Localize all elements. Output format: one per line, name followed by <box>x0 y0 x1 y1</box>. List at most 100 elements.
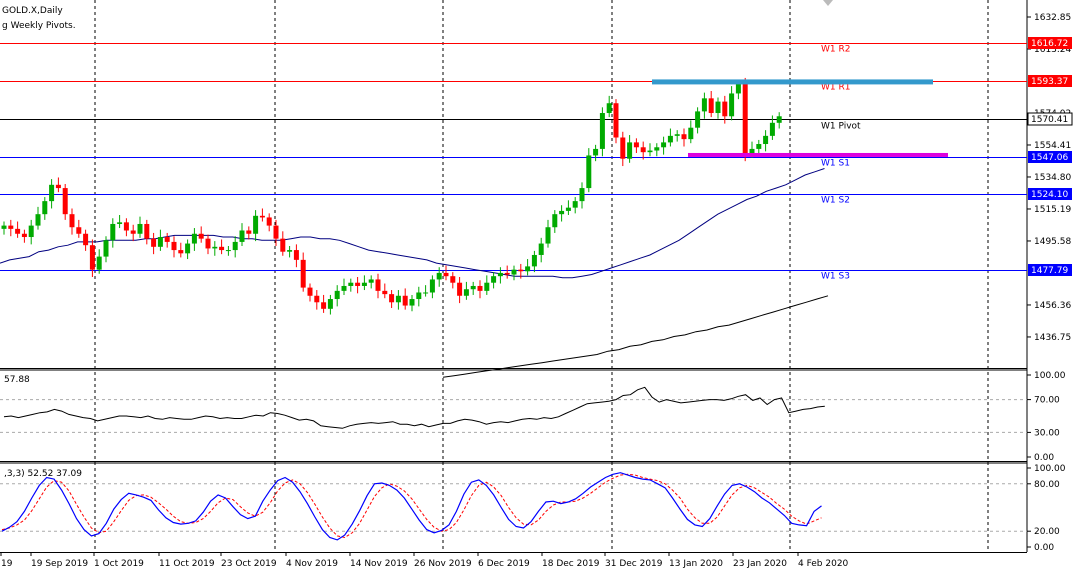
candle-body <box>246 230 252 234</box>
candle-body <box>327 299 333 309</box>
time-tick-label: 23 Oct 2019 <box>221 559 277 569</box>
candle-body <box>355 282 361 286</box>
time-tick-label: 4 Nov 2019 <box>286 559 338 569</box>
candle-body <box>266 217 272 226</box>
price-tick-label: 1495.58 <box>1034 237 1071 247</box>
pivot-name-label: W1 Pivot <box>821 122 861 132</box>
candle-body <box>423 292 429 294</box>
stochastic-tick-label: 80.00 <box>1034 480 1060 490</box>
candle-body <box>307 287 313 296</box>
candle-body <box>361 282 367 286</box>
candle-body <box>613 103 619 138</box>
candle-body <box>382 290 388 295</box>
candle-body <box>688 127 694 140</box>
candle-body <box>15 228 21 234</box>
candle-body <box>151 238 157 247</box>
candle-body <box>491 276 497 283</box>
candle-body <box>348 282 354 286</box>
candle-body <box>239 230 245 242</box>
stochastic-panel: 100.00 80.00 20.00 0.00 <box>0 464 1066 553</box>
price-tick-label: 1436.75 <box>1034 333 1071 343</box>
candle-body <box>69 214 75 228</box>
candle-body <box>110 223 116 241</box>
zones <box>652 79 948 157</box>
candle-body <box>572 201 578 208</box>
time-tick-label: 18 Dec 2019 <box>542 559 600 569</box>
pivot-name-label: W1 S1 <box>821 159 850 169</box>
candle-body <box>429 279 435 293</box>
stochastic-value-label: ,3,3) 52.52 37.09 <box>4 469 82 479</box>
vertical-grid <box>94 0 989 552</box>
candle-body <box>769 122 775 136</box>
price-marker <box>1028 151 1072 163</box>
candle-body <box>701 98 707 112</box>
candle-body <box>395 295 401 303</box>
candle-body <box>606 103 612 114</box>
stochastic-tick-label: 20.00 <box>1034 527 1060 537</box>
time-tick-label: 31 Dec 2019 <box>605 559 663 569</box>
candle-body <box>409 299 415 306</box>
candle-body <box>96 256 102 270</box>
candle-body <box>593 148 599 156</box>
scroll-marker-icon[interactable] <box>823 0 833 6</box>
candle-body <box>749 148 755 154</box>
candle-body <box>525 266 531 272</box>
candle-body <box>137 223 143 234</box>
candle-body <box>123 222 129 231</box>
candle-body <box>83 233 89 246</box>
candle-body <box>402 295 408 306</box>
candle-body <box>164 237 170 242</box>
candle-body <box>259 215 265 218</box>
price-marker-label: 1547.06 <box>1031 153 1068 163</box>
price-marker-label: 1570.41 <box>1031 115 1068 125</box>
rsi-tick-label: 70.00 <box>1034 396 1060 406</box>
candle-body <box>457 282 463 296</box>
candle-body <box>287 250 293 252</box>
candle-body <box>661 142 667 148</box>
time-tick-label: 19 <box>1 559 13 569</box>
candle-body <box>729 93 735 117</box>
candle-body <box>341 285 347 291</box>
price-tick-label: 1554.41 <box>1034 141 1071 151</box>
price-marker-label: 1593.37 <box>1031 77 1068 87</box>
candle-body <box>776 116 782 123</box>
candle-body <box>49 184 55 202</box>
candle-body <box>375 279 381 291</box>
time-tick-label: 26 Nov 2019 <box>414 559 472 569</box>
candle-body <box>368 279 374 283</box>
candle-body <box>212 246 218 249</box>
price-tick-label: 1456.36 <box>1034 301 1071 311</box>
candle-body <box>1 225 7 229</box>
stochastic-tick-label: 0.00 <box>1034 543 1054 553</box>
rsi-value-label: 57.88 <box>4 375 30 385</box>
candle-body <box>42 201 48 215</box>
candle-body <box>436 272 442 280</box>
candle-body <box>144 223 150 239</box>
price-marker <box>1027 112 1073 126</box>
rsi-line <box>3 386 825 429</box>
candle-body <box>545 227 551 244</box>
candle-body <box>76 227 82 234</box>
candle-body <box>89 245 95 270</box>
candle-body <box>273 225 279 239</box>
candle-body <box>538 243 544 255</box>
candle-body <box>531 254 537 267</box>
candle-body <box>225 250 231 252</box>
candle-body <box>198 233 204 239</box>
candle-body <box>620 137 626 159</box>
candle-body <box>130 230 136 234</box>
candle-body <box>443 272 449 277</box>
rsi-tick-label: 100.00 <box>1034 371 1066 381</box>
candle-body <box>565 207 571 211</box>
price-tick-label: 1632.85 <box>1034 13 1071 23</box>
price-tick-label: 1515.19 <box>1034 205 1071 215</box>
price-marker-label: 1477.79 <box>1031 266 1068 276</box>
candle-body <box>627 142 633 159</box>
time-tick-label: 6 Dec 2019 <box>478 559 530 569</box>
candle-body <box>450 276 456 283</box>
pivot-name-label: W1 S2 <box>821 196 850 206</box>
candle-body <box>253 215 259 234</box>
candle-body <box>389 294 395 303</box>
candle-body <box>219 246 225 251</box>
